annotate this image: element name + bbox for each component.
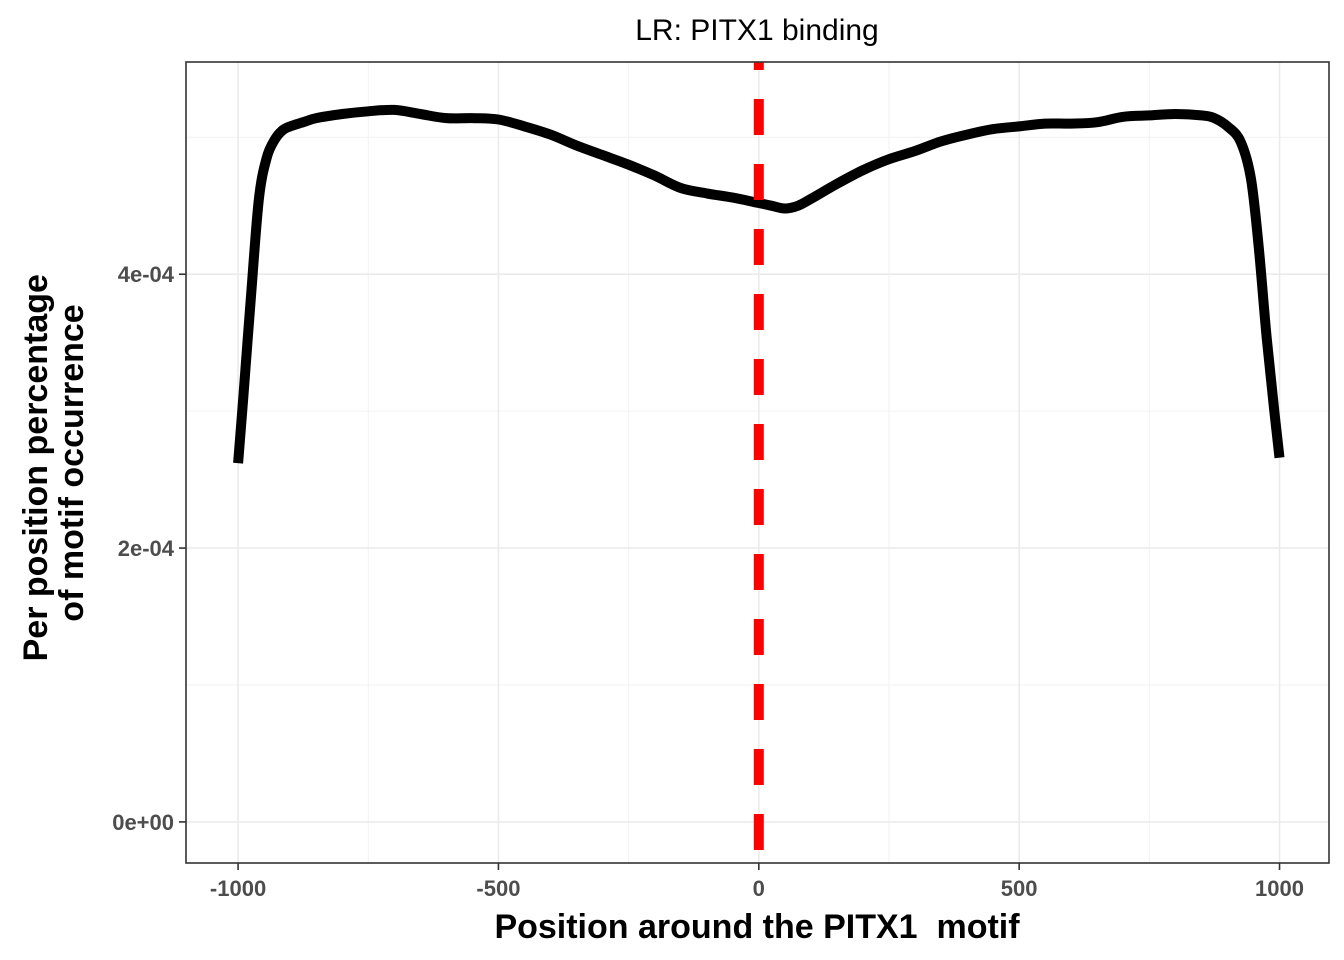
- x-tick-label: 0: [753, 876, 765, 901]
- x-tick-label: -500: [476, 876, 520, 901]
- plot-panel: [185, 61, 1330, 864]
- x-tick-label: -1000: [210, 876, 266, 901]
- series-line: [233, 104, 1285, 464]
- chart-title: LR: PITX1 binding: [635, 14, 878, 47]
- y-tick-label: 2e-04: [118, 536, 175, 561]
- minor-grid: [186, 62, 1329, 863]
- y-axis-title: Per position percentage of motif occurre…: [17, 265, 91, 662]
- y-axis-title-line-2: of motif occurrence: [53, 304, 91, 621]
- series-layer: [233, 104, 1285, 464]
- y-tick-label: 0e+00: [112, 810, 174, 835]
- x-axis: -1000 -500 0 500 1000: [210, 863, 1304, 901]
- y-tick-label: 4e-04: [118, 262, 175, 287]
- plot-border: [185, 61, 1330, 864]
- y-axis: 0e+00 2e-04 4e-04: [112, 262, 186, 835]
- major-grid: [186, 62, 1329, 863]
- x-axis-title: Position around the PITX1 motif: [494, 908, 1020, 946]
- x-tick-label: 500: [1001, 876, 1038, 901]
- x-tick-label: 1000: [1255, 876, 1304, 901]
- y-axis-title-line-1: Per position percentage: [17, 274, 55, 661]
